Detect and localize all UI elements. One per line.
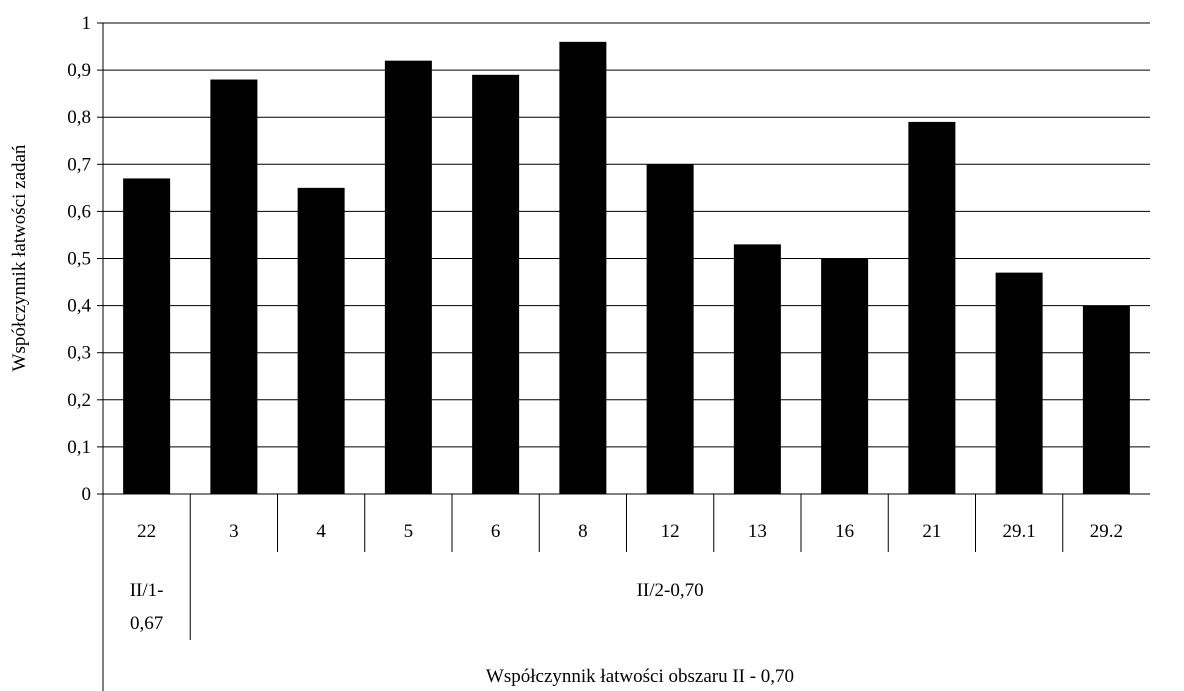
bar	[733, 244, 781, 494]
y-tick-labels: 0 0,1 0,2 0,3 0,4 0,5 0,6 0,7 0,8 0,9 1	[67, 13, 91, 505]
x-tick-label: 5	[404, 521, 414, 542]
x-tick-label: 22	[137, 521, 156, 542]
group-labels: II/1- 0,67 II/2-0,70	[130, 580, 704, 634]
x-tick-labels: 22 3 4 5 6 8 12 13 16 21 29.1 29.2	[137, 521, 1123, 542]
y-tick-label: 0,4	[67, 296, 91, 317]
y-tick-label: 0,7	[67, 154, 91, 175]
x-tick-label: 3	[229, 521, 239, 542]
y-tick-label: 0	[82, 484, 92, 505]
x-tick-label: 4	[316, 521, 326, 542]
bar	[123, 178, 171, 494]
x-tick-label: 29.2	[1090, 521, 1123, 542]
x-tick-label: 16	[835, 521, 854, 542]
group-label: 0,67	[130, 613, 163, 634]
axes	[97, 22, 1150, 691]
x-tick-label: 8	[578, 521, 588, 542]
y-tick-label: 0,3	[67, 343, 91, 364]
bar	[995, 272, 1043, 494]
bar	[384, 60, 432, 495]
bar	[821, 258, 869, 494]
bar	[297, 187, 345, 494]
bar	[559, 41, 607, 495]
x-tick-label: 13	[748, 521, 767, 542]
bar	[908, 121, 956, 494]
y-axis-title: Współczynnik łatwości zadań	[9, 144, 30, 371]
y-tick-label: 0,1	[67, 437, 91, 458]
y-tick-label: 0,6	[67, 201, 91, 222]
x-tick-label: 12	[661, 521, 680, 542]
group-label: II/2-0,70	[637, 580, 704, 601]
y-tick-label: 1	[82, 13, 92, 34]
bar	[210, 79, 258, 495]
x-tick-label: 29.1	[1003, 521, 1036, 542]
bar	[472, 74, 520, 494]
y-tick-label: 0,2	[67, 390, 91, 411]
y-tick-label: 0,9	[67, 60, 91, 81]
bars	[123, 41, 1130, 495]
x-tick-label: 6	[491, 521, 501, 542]
grid-lines	[103, 22, 1150, 495]
y-tick-label: 0,5	[67, 249, 91, 270]
bar	[646, 164, 694, 495]
x-tick-label: 21	[922, 521, 941, 542]
group-label: II/1-	[130, 580, 164, 601]
x-axis-title: Współczynnik łatwości obszaru II - 0,70	[486, 666, 794, 687]
bar	[1082, 305, 1130, 494]
y-tick-label: 0,8	[67, 107, 91, 128]
